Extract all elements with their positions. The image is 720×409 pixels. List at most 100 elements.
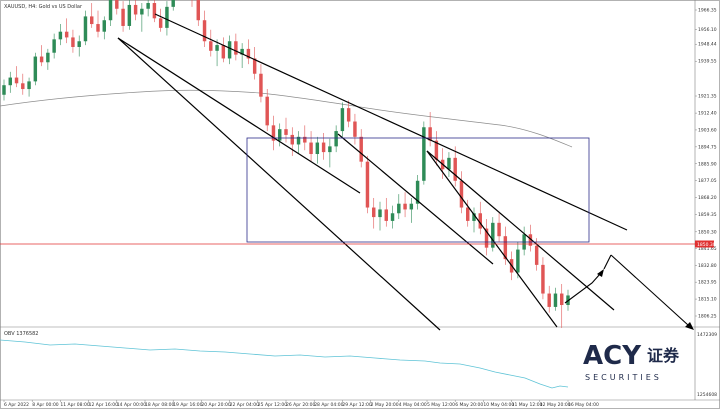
candle-body [39, 56, 44, 63]
indicator-axis-bottom: 1254608 [697, 392, 717, 398]
time-tick-label: 19 Apr 16:00 [173, 402, 202, 408]
candle-body [2, 85, 6, 95]
candle-body [321, 142, 326, 153]
candle-body [491, 222, 495, 248]
obv-line [0, 339, 569, 389]
price-tick-label: 1850.30 [698, 229, 717, 235]
candle-body [334, 131, 338, 147]
time-tick-label: 12 May 20:00 [540, 402, 571, 408]
price-tick-label: 1859.35 [698, 212, 717, 218]
price-tick-label: 1806.25 [698, 314, 717, 320]
candle-body [409, 203, 414, 210]
price-tick-label: 1903.60 [698, 127, 717, 133]
candle-body [453, 157, 457, 181]
candle-body [372, 207, 376, 218]
candle-body [296, 136, 301, 145]
candle-body [8, 77, 12, 86]
candle-body [384, 209, 388, 221]
candle-body [196, 0, 200, 21]
channel-line-1-upper [117, 37, 361, 194]
candle-body [133, 4, 138, 15]
candle-body [27, 81, 31, 90]
time-tick-label: 5 May 12:00 [427, 402, 455, 408]
candle-body [428, 127, 432, 141]
time-tick-label: 2 May 20:00 [371, 402, 399, 408]
candle-body [14, 77, 19, 84]
candle-body [415, 180, 420, 204]
candle-body [459, 180, 464, 208]
candle-body [447, 157, 451, 170]
candle-body [472, 213, 476, 221]
candle-body [115, 0, 119, 9]
logo-tagline: SECURITIES [585, 373, 662, 382]
candle-body [240, 48, 244, 55]
candle-body [33, 56, 38, 82]
candle-body [340, 108, 345, 132]
logo-brand: ACY [583, 341, 642, 371]
time-tick-label: 28 Apr 04:00 [314, 402, 343, 408]
candle-body [215, 45, 219, 51]
candle-body [478, 213, 482, 229]
time-tick-label: 16 May 04:00 [568, 402, 599, 408]
candle-body [284, 129, 288, 135]
candle-body [271, 125, 276, 141]
time-tick-label: 10 May 04:00 [483, 402, 514, 408]
candle-body [547, 293, 551, 307]
projection-arrow-path [564, 273, 601, 304]
price-tick-label: 1868.20 [698, 195, 717, 201]
time-tick-label: 20 Apr 20:00 [201, 402, 230, 408]
candle-body [378, 209, 382, 218]
price-tick-label: 1877.05 [698, 178, 717, 184]
channel-line-3-lower [426, 150, 558, 328]
price-tick-label: 1966.35 [698, 8, 717, 14]
time-tick-label: 18 Apr 08:00 [145, 402, 174, 408]
candle-body [328, 146, 332, 153]
time-tick-label: 14 Apr 00:00 [117, 402, 146, 408]
time-tick-label: 6 Apr 2022 [4, 402, 29, 408]
time-tick-label: 12 Apr 16:00 [89, 402, 118, 408]
price-axis: 1966.35 1956.10 1948.44 1939.55 1921.35 1912.… [695, 8, 717, 320]
candle-body [71, 37, 75, 47]
candle-body [96, 24, 100, 32]
price-tick-label: 1912.40 [698, 111, 717, 117]
time-tick-label: 25 Apr 12:00 [258, 402, 287, 408]
current-price-tag [695, 240, 714, 248]
time-tick-label: 22 Apr 04:00 [230, 402, 259, 408]
candle-body [234, 41, 238, 55]
candle-body [165, 6, 169, 28]
candle-body [209, 41, 213, 51]
price-tick-label: 1956.10 [698, 27, 717, 33]
candle-body [90, 16, 94, 25]
price-tick-label: 1948.44 [698, 42, 717, 48]
candle-body [541, 264, 545, 294]
candle-body [278, 129, 282, 141]
candle-body [359, 136, 363, 162]
major-down-trendline [154, 13, 628, 231]
projection-arrow-head-up [597, 269, 604, 277]
time-tick-label: 11 May 12:00 [512, 402, 543, 408]
candle-body [102, 20, 106, 32]
candle-body [353, 121, 357, 137]
candle-body [309, 142, 313, 155]
candle-body [265, 96, 269, 126]
indicator-axis-top: 1472309 [697, 332, 717, 338]
candle-body [158, 18, 163, 28]
candle-body [64, 31, 69, 38]
price-tick-label: 1939.55 [698, 59, 717, 65]
price-tick-label: 1823.95 [698, 280, 717, 286]
candle-body [83, 16, 88, 42]
candle-body [365, 161, 370, 208]
candle-body [58, 31, 63, 40]
candle-body [516, 249, 520, 273]
candle-body [77, 41, 81, 47]
candle-body [202, 20, 207, 42]
moving-average-line [0, 89, 573, 148]
acy-securities-logo: ACY 证券 SECURITIES [583, 341, 680, 382]
candle-body [108, 0, 113, 21]
price-tick-label: 1921.35 [698, 94, 717, 100]
candle-body [390, 213, 395, 221]
channel-line-3-upper [426, 150, 615, 311]
